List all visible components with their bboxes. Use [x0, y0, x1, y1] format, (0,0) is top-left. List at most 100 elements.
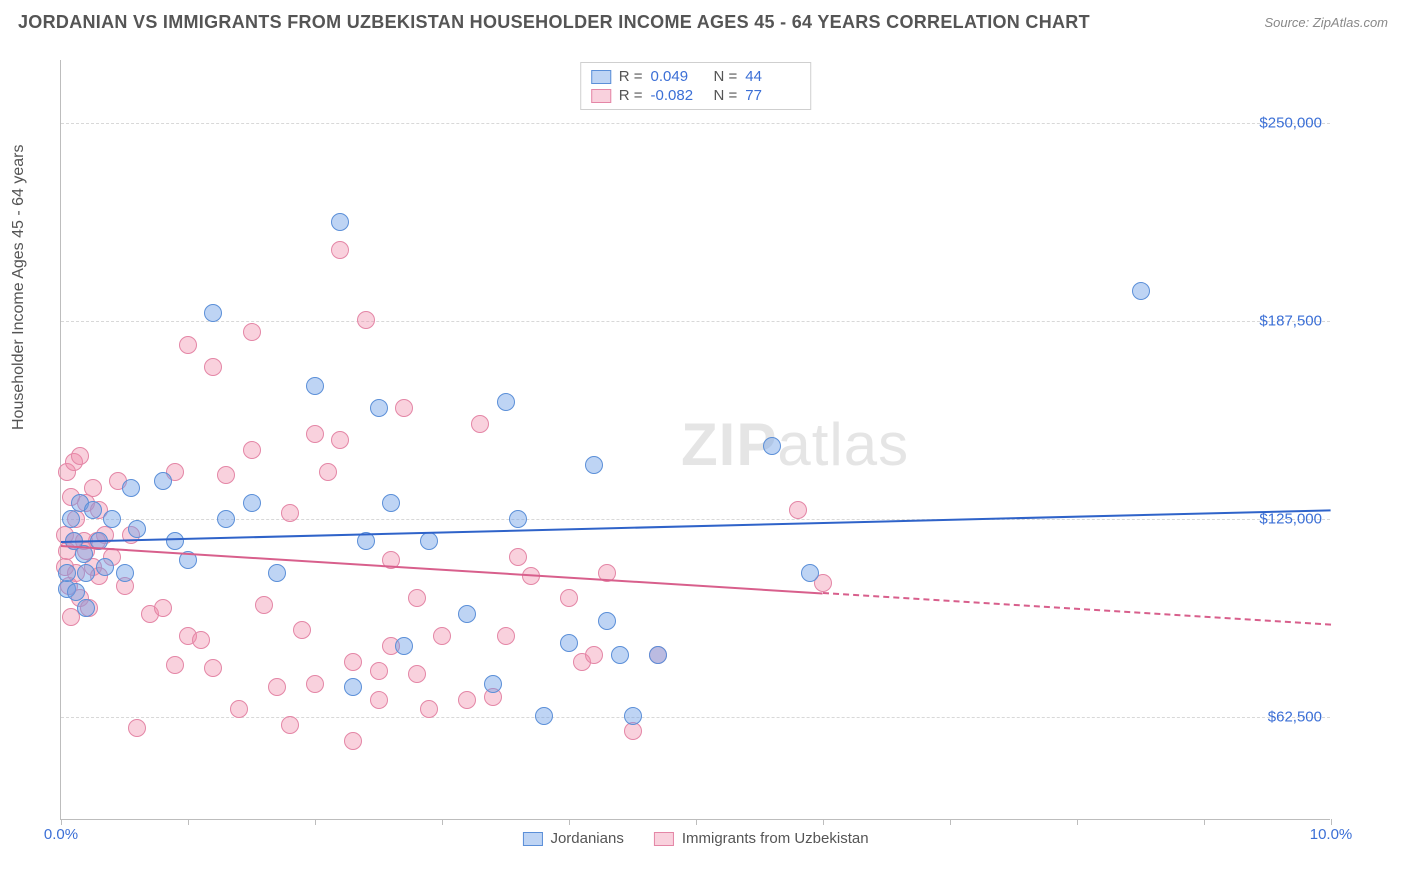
- gridline-horizontal: [61, 717, 1330, 718]
- r-value-uzbekistan: -0.082: [651, 87, 706, 104]
- data-point-uzbekistan: [255, 596, 273, 614]
- data-point-uzbekistan: [154, 599, 172, 617]
- legend-label-jordanians: Jordanians: [550, 830, 623, 847]
- gridline-horizontal: [61, 321, 1330, 322]
- x-tick: [569, 819, 570, 825]
- data-point-uzbekistan: [370, 691, 388, 709]
- data-point-uzbekistan: [344, 732, 362, 750]
- data-point-jordanians: [268, 564, 286, 582]
- swatch-uzbekistan-icon: [591, 89, 611, 103]
- gridline-horizontal: [61, 123, 1330, 124]
- x-tick: [61, 819, 62, 825]
- data-point-jordanians: [62, 510, 80, 528]
- data-point-jordanians: [217, 510, 235, 528]
- data-point-uzbekistan: [395, 399, 413, 417]
- n-value-uzbekistan: 77: [745, 87, 800, 104]
- data-point-jordanians: [243, 494, 261, 512]
- n-value-jordanians: 44: [745, 68, 800, 85]
- trend-line-extrapolated-uzbekistan: [823, 592, 1331, 626]
- legend-item-jordanians: Jordanians: [522, 830, 623, 847]
- data-point-uzbekistan: [509, 548, 527, 566]
- data-point-uzbekistan: [204, 659, 222, 677]
- data-point-jordanians: [624, 707, 642, 725]
- data-point-uzbekistan: [331, 431, 349, 449]
- data-point-jordanians: [204, 304, 222, 322]
- swatch-jordanians-icon: [591, 70, 611, 84]
- data-point-jordanians: [306, 377, 324, 395]
- watermark: ZIPatlas: [681, 410, 909, 479]
- data-point-uzbekistan: [84, 479, 102, 497]
- legend-stats: R = 0.049 N = 44 R = -0.082 N = 77: [580, 62, 812, 110]
- data-point-jordanians: [344, 678, 362, 696]
- data-point-uzbekistan: [420, 700, 438, 718]
- data-point-jordanians: [77, 599, 95, 617]
- y-tick-label: $62,500: [1268, 709, 1322, 726]
- y-tick-label: $125,000: [1259, 511, 1322, 528]
- data-point-uzbekistan: [306, 675, 324, 693]
- legend-stats-row-uzbekistan: R = -0.082 N = 77: [591, 86, 801, 105]
- data-point-jordanians: [585, 456, 603, 474]
- chart-header: JORDANIAN VS IMMIGRANTS FROM UZBEKISTAN …: [0, 0, 1406, 39]
- data-point-jordanians: [166, 532, 184, 550]
- r-value-jordanians: 0.049: [651, 68, 706, 85]
- x-tick: [1331, 819, 1332, 825]
- data-point-jordanians: [58, 564, 76, 582]
- r-label: R =: [619, 87, 643, 104]
- trend-line-jordanians: [61, 510, 1331, 544]
- data-point-jordanians: [331, 213, 349, 231]
- data-point-jordanians: [649, 646, 667, 664]
- data-point-jordanians: [96, 558, 114, 576]
- swatch-jordanians-icon: [522, 832, 542, 846]
- legend-stats-row-jordanians: R = 0.049 N = 44: [591, 67, 801, 86]
- data-point-jordanians: [154, 472, 172, 490]
- data-point-uzbekistan: [433, 627, 451, 645]
- data-point-uzbekistan: [179, 336, 197, 354]
- data-point-jordanians: [122, 479, 140, 497]
- data-point-uzbekistan: [319, 463, 337, 481]
- data-point-uzbekistan: [357, 311, 375, 329]
- x-tick-label: 10.0%: [1310, 826, 1353, 843]
- x-tick: [442, 819, 443, 825]
- legend-item-uzbekistan: Immigrants from Uzbekistan: [654, 830, 869, 847]
- y-tick-label: $250,000: [1259, 115, 1322, 132]
- data-point-jordanians: [77, 564, 95, 582]
- x-tick-label: 0.0%: [44, 826, 78, 843]
- data-point-uzbekistan: [370, 662, 388, 680]
- n-label: N =: [714, 87, 738, 104]
- x-tick: [1077, 819, 1078, 825]
- data-point-uzbekistan: [268, 678, 286, 696]
- n-label: N =: [714, 68, 738, 85]
- data-point-uzbekistan: [281, 504, 299, 522]
- data-point-uzbekistan: [471, 415, 489, 433]
- chart-title: JORDANIAN VS IMMIGRANTS FROM UZBEKISTAN …: [18, 12, 1090, 33]
- data-point-uzbekistan: [204, 358, 222, 376]
- data-point-uzbekistan: [293, 621, 311, 639]
- data-point-uzbekistan: [166, 656, 184, 674]
- watermark-part2: atlas: [777, 411, 909, 478]
- data-point-jordanians: [497, 393, 515, 411]
- x-tick: [188, 819, 189, 825]
- data-point-jordanians: [116, 564, 134, 582]
- data-point-uzbekistan: [624, 722, 642, 740]
- y-tick-label: $187,500: [1259, 313, 1322, 330]
- data-point-uzbekistan: [458, 691, 476, 709]
- legend-series: Jordanians Immigrants from Uzbekistan: [522, 830, 868, 847]
- data-point-jordanians: [1132, 282, 1150, 300]
- data-point-uzbekistan: [192, 631, 210, 649]
- data-point-jordanians: [801, 564, 819, 582]
- data-point-uzbekistan: [585, 646, 603, 664]
- x-tick: [315, 819, 316, 825]
- data-point-uzbekistan: [128, 719, 146, 737]
- data-point-uzbekistan: [281, 716, 299, 734]
- data-point-uzbekistan: [789, 501, 807, 519]
- x-tick: [950, 819, 951, 825]
- trend-line-uzbekistan: [61, 545, 823, 594]
- x-tick: [823, 819, 824, 825]
- data-point-jordanians: [84, 501, 102, 519]
- data-point-uzbekistan: [408, 589, 426, 607]
- data-point-uzbekistan: [306, 425, 324, 443]
- data-point-jordanians: [103, 510, 121, 528]
- data-point-uzbekistan: [344, 653, 362, 671]
- data-point-jordanians: [128, 520, 146, 538]
- data-point-uzbekistan: [217, 466, 235, 484]
